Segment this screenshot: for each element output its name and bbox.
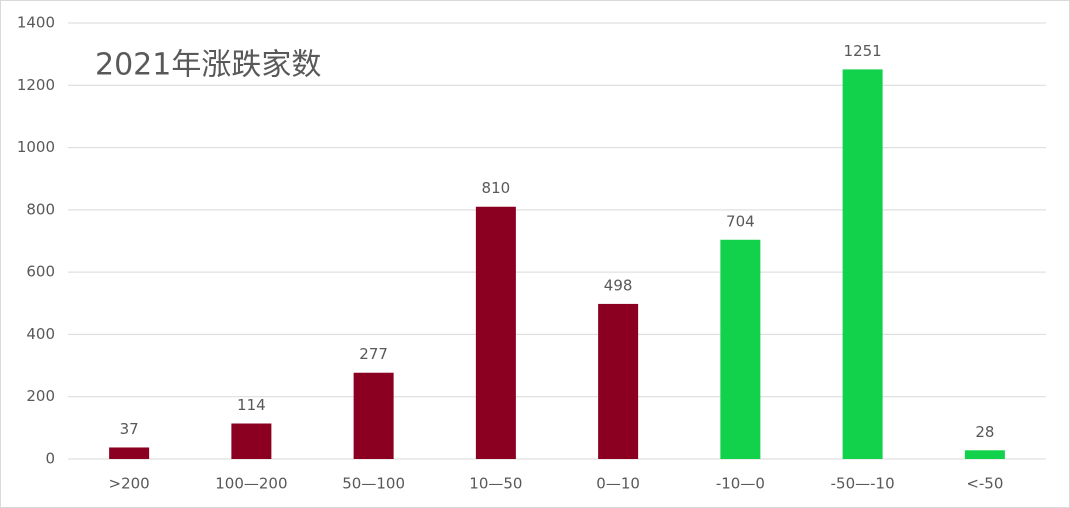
data-label: 114 [237,396,266,414]
bar [842,69,883,459]
bar [353,372,394,459]
y-tick-label: 1400 [17,14,55,32]
y-tick-label: 200 [26,387,55,405]
x-tick-label: 50—100 [342,475,405,493]
data-label: 498 [604,276,633,294]
bar [720,239,761,459]
x-tick-label: -10—0 [716,475,765,493]
x-tick-label: 0—10 [596,475,640,493]
data-label: 28 [975,423,994,441]
y-tick-label: 600 [26,263,55,281]
bar [475,206,516,459]
bar [109,447,150,459]
y-tick-label: 0 [45,450,55,468]
y-tick-label: 1000 [17,138,55,156]
marks-layer: >200 37 100—200 114 50—100 277 10—50 810 0—10 498… [109,42,1005,493]
bar [598,303,639,459]
bar [964,450,1005,459]
x-tick-label: -50—-10 [831,475,895,493]
data-label: 704 [726,212,755,230]
data-label: 810 [482,179,511,197]
chart-title: 2021年涨跌家数 [95,48,321,83]
data-label: 1251 [844,42,882,60]
x-tick-label: 100—200 [215,475,287,493]
grid-layer: 0 200 400 600 800 1000 1200 1400 [17,14,1046,468]
y-tick-label: 400 [26,325,55,343]
x-tick-label: >200 [109,475,150,493]
bar [231,423,272,459]
data-label: 37 [120,420,139,438]
y-tick-label: 800 [26,200,55,218]
x-tick-label: 10—50 [469,475,522,493]
x-tick-label: <-50 [966,475,1003,493]
y-tick-label: 1200 [17,76,55,94]
data-label: 277 [359,345,388,363]
